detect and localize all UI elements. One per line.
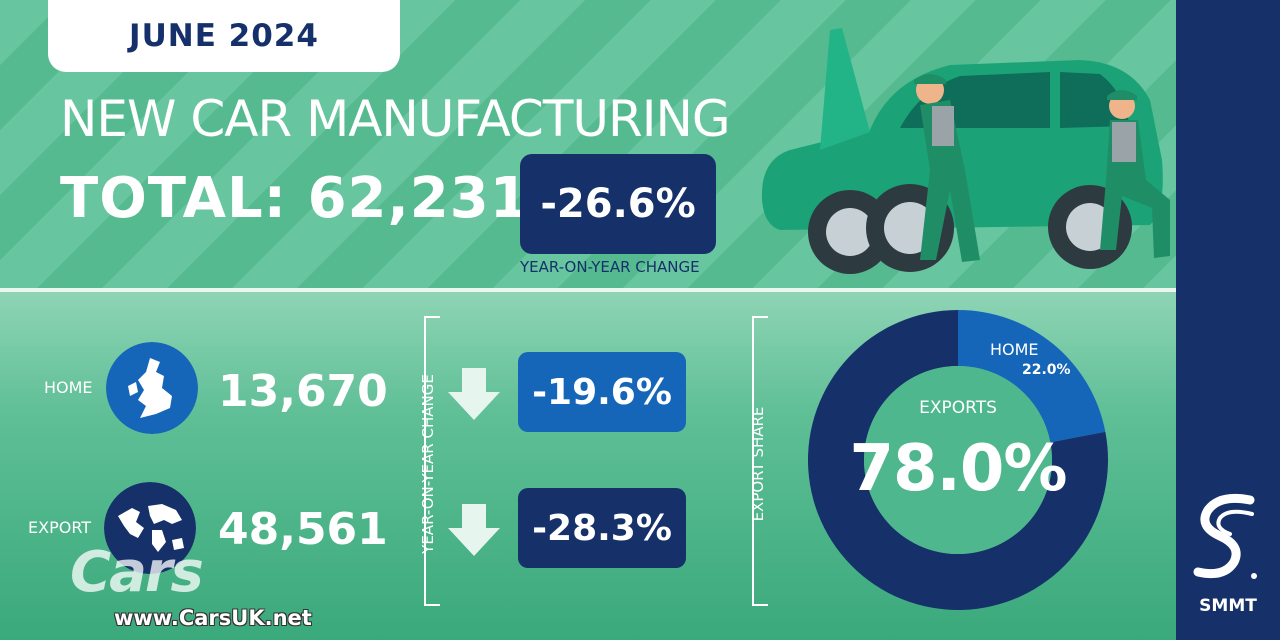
- donut-svg: [808, 310, 1108, 610]
- export-share-bracket: [752, 316, 768, 606]
- donut-slice-exports: [808, 310, 1108, 610]
- donut-home-label: HOME: [990, 340, 1039, 359]
- watermark-logo: Cars: [70, 540, 204, 605]
- mechanic-2: [1100, 90, 1170, 258]
- mechanic-1: [914, 74, 980, 262]
- yoy-bracket: [424, 316, 440, 606]
- total-change-badge: -26.6%: [520, 154, 716, 254]
- total-change-label: YEAR-ON-YEAR CHANGE: [520, 258, 700, 276]
- date-text: JUNE 2024: [129, 18, 319, 54]
- donut-exports-label: EXPORTS: [919, 398, 997, 418]
- home-value: 13,670: [218, 366, 388, 417]
- globe-icon: [104, 482, 196, 574]
- export-share-label: EXPORT SHARE: [749, 406, 767, 522]
- date-tab: JUNE 2024: [48, 0, 400, 72]
- donut-exports-value: 78.0%: [849, 432, 1067, 506]
- watermark-url: www.CarsUK.net: [114, 606, 312, 630]
- wheel-front-rim: [826, 208, 874, 256]
- donut-home-value: 22.0%: [1022, 362, 1071, 378]
- smmt-logo-icon: [1193, 493, 1257, 579]
- watermark: Cars www.CarsUK.net: [30, 540, 390, 636]
- smmt-brand-text: SMMT: [1199, 596, 1257, 616]
- export-change-text: -28.3%: [532, 507, 672, 549]
- total-value: TOTAL: 62,231: [60, 166, 530, 231]
- total-change-text: -26.6%: [540, 181, 696, 227]
- section-divider: [0, 288, 1176, 293]
- home-label: HOME: [44, 378, 93, 397]
- down-arrow-icon: [448, 504, 500, 556]
- yoy-vertical-label: YEAR-ON-YEAR CHANGE: [419, 374, 437, 554]
- down-arrow-icon: [448, 368, 500, 420]
- page-title: NEW CAR MANUFACTURING: [60, 90, 731, 148]
- export-share-donut: EXPORTS 78.0% HOME 22.0%: [808, 310, 1108, 610]
- export-value: 48,561: [218, 504, 388, 555]
- car-hood: [820, 28, 870, 150]
- car-illustration: [761, 28, 1170, 274]
- donut-slice-home: [958, 310, 1106, 443]
- home-change-badge: -19.6%: [518, 352, 686, 432]
- export-label: EXPORT: [28, 518, 92, 537]
- donut-hole: [864, 366, 1052, 554]
- export-change-badge: -28.3%: [518, 488, 686, 568]
- home-change-text: -19.6%: [532, 371, 672, 413]
- uk-map-icon: [106, 342, 198, 434]
